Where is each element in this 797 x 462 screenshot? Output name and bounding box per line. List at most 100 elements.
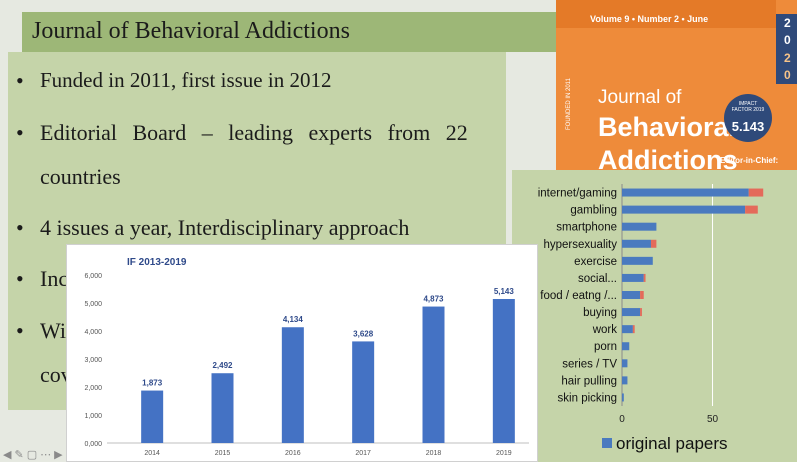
category-label: exercise <box>574 256 617 268</box>
impact-factor-chart-panel: IF 2013-2019 0,000 1,000 2,000 3,000 4,000 5,0… <box>66 244 538 462</box>
impact-factor-badge-label: IMPACT FACTOR 2019 <box>731 101 765 113</box>
category-label: skin picking <box>558 392 617 404</box>
bullet-marker: • <box>16 215 24 240</box>
bullet-marker: • <box>16 266 24 291</box>
data-label: 4,873 <box>423 295 444 304</box>
bar <box>352 341 375 443</box>
cover-title-line-1: Journal of <box>598 87 682 108</box>
slide-nav-controls: ◀ ✎ ▢ ⋯ ▶ <box>0 448 63 462</box>
bar <box>745 205 758 214</box>
category-label: social... <box>578 273 617 285</box>
bullet-text-5: Wi <box>40 318 66 343</box>
bar <box>622 273 644 282</box>
x-tick-label: 0 <box>619 414 625 425</box>
more-icon[interactable]: ⋯ <box>40 448 52 461</box>
y-tick-label: 6,000 <box>84 273 102 280</box>
category-label: work <box>592 324 618 336</box>
x-tick-label: 2014 <box>144 450 160 457</box>
impact-factor-chart: IF 2013-2019 0,000 1,000 2,000 3,000 4,000 5,0… <box>84 257 529 457</box>
journal-cover-image <box>556 0 797 175</box>
category-label: gambling <box>570 205 617 217</box>
data-label: 2,492 <box>212 361 233 370</box>
y-tick-label: 1,000 <box>84 413 102 420</box>
cover-year-digit: 0 <box>784 68 791 82</box>
bar <box>492 298 515 443</box>
y-tick-label: 5,000 <box>84 301 102 308</box>
y-tick-label: 4,000 <box>84 329 102 336</box>
bar <box>622 256 653 265</box>
bar <box>748 188 764 197</box>
bar <box>622 205 746 214</box>
bullet-marker: • <box>16 68 24 93</box>
bullet-text-1: Funded in 2011, first issue in 2012 <box>40 68 332 92</box>
bullet-marker: • <box>16 318 24 343</box>
forward-arrow-icon[interactable]: ▶ <box>54 448 63 461</box>
data-label: 4,134 <box>283 315 304 324</box>
cover-founded-text: FOUNDED IN 2011 <box>566 78 572 130</box>
bar <box>622 393 624 402</box>
slides-icon[interactable]: ▢ <box>26 448 38 461</box>
x-tick-label: 50 <box>707 414 719 425</box>
bar <box>632 325 635 334</box>
bar <box>640 308 642 317</box>
bar <box>622 308 641 317</box>
cover-volume-text: Volume 9 • Number 2 • June <box>590 14 709 24</box>
category-label: smartphone <box>556 222 617 234</box>
category-label: hypersexuality <box>543 239 617 251</box>
category-label: porn <box>594 341 617 353</box>
back-arrow-icon[interactable]: ◀ <box>3 448 12 461</box>
legend-label: original papers <box>616 434 728 453</box>
topic-chart-panel: 0 50 internet/gaming gambling smartphone hype… <box>512 170 797 462</box>
bar <box>643 273 646 282</box>
bar <box>640 291 644 299</box>
bar <box>622 376 628 385</box>
cover-header-band <box>556 0 776 28</box>
category-label: internet/gaming <box>538 188 617 200</box>
x-tick-label: 2019 <box>496 450 512 457</box>
bar <box>622 325 633 334</box>
bar <box>650 239 657 248</box>
legend-swatch <box>602 438 612 448</box>
bar <box>422 306 445 443</box>
category-label: buying <box>583 307 617 319</box>
impact-factor-badge-value: 5.143 <box>731 119 765 134</box>
category-label: series / TV <box>562 358 617 370</box>
category-label: hair pulling <box>561 375 617 387</box>
cover-year-digit: 0 <box>784 33 791 47</box>
bar <box>211 373 234 443</box>
slide-title: Journal of Behavioral Addictions <box>32 18 350 44</box>
x-tick-label: 2015 <box>215 450 231 457</box>
topic-bar-chart: 0 50 internet/gaming gambling smartphone hype… <box>538 184 764 453</box>
data-label: 5,143 <box>494 287 515 296</box>
y-tick-label: 3,000 <box>84 357 102 364</box>
category-label: food / eatng /... <box>540 290 617 302</box>
y-tick-label: 2,000 <box>84 385 102 392</box>
cover-title-line-2: Behavioral <box>598 112 737 142</box>
bar <box>622 342 630 351</box>
cover-editor-text: Editor-in-Chief: <box>720 156 779 165</box>
bullet-marker: • <box>16 120 24 145</box>
bar <box>281 327 304 443</box>
pen-icon[interactable]: ✎ <box>14 448 24 461</box>
bar <box>141 390 164 443</box>
title-band <box>22 12 562 52</box>
bullet-text-4: Inc <box>40 266 69 291</box>
bar <box>622 222 657 231</box>
bar <box>622 359 628 368</box>
impact-factor-badge <box>724 94 772 142</box>
y-tick-label: 0,000 <box>84 441 102 448</box>
x-tick-label: 2016 <box>285 450 301 457</box>
cover-year-digit: 2 <box>784 16 791 30</box>
bar <box>622 291 641 299</box>
bar <box>622 188 749 197</box>
data-label: 3,628 <box>353 329 374 338</box>
data-label: 1,873 <box>142 379 163 388</box>
bullet-text-2-continued: countries <box>40 164 121 189</box>
cover-year-digit: 2 <box>784 51 791 65</box>
chart-title: IF 2013-2019 <box>127 257 187 268</box>
cover-year-column <box>776 14 797 84</box>
bullet-text-3: 4 issues a year, Interdisciplinary appro… <box>40 215 410 240</box>
x-tick-label: 2018 <box>426 450 442 457</box>
x-tick-label: 2017 <box>355 450 371 457</box>
bar <box>622 239 651 248</box>
